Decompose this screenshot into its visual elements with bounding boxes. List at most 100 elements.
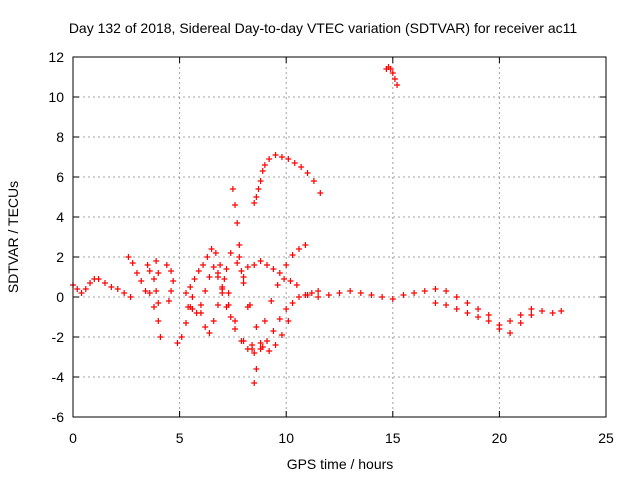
y-tick-label: 0 bbox=[56, 289, 64, 305]
data-point bbox=[464, 300, 471, 306]
data-point bbox=[78, 290, 85, 296]
series-s11 bbox=[229, 186, 243, 248]
data-point bbox=[234, 220, 241, 226]
data-point bbox=[206, 274, 213, 280]
y-axis-label: SDTVAR / TECUs bbox=[5, 181, 21, 293]
data-point bbox=[240, 280, 247, 286]
data-point bbox=[268, 298, 275, 304]
y-tick-label: 4 bbox=[56, 209, 64, 225]
data-point bbox=[155, 318, 162, 324]
data-point bbox=[165, 298, 172, 304]
chart-title: Day 132 of 2018, Sidereal Day-to-day VTE… bbox=[69, 20, 578, 36]
data-point bbox=[210, 264, 217, 270]
data-point bbox=[234, 260, 241, 266]
data-point bbox=[214, 274, 221, 280]
data-point bbox=[285, 156, 292, 162]
data-point bbox=[528, 306, 535, 312]
data-point bbox=[151, 304, 158, 310]
series-start bbox=[70, 276, 134, 300]
data-point bbox=[212, 250, 219, 256]
data-point bbox=[87, 280, 94, 286]
series-s9 bbox=[197, 250, 292, 354]
data-point bbox=[232, 318, 239, 324]
series-s2 bbox=[125, 254, 149, 294]
data-point bbox=[95, 276, 102, 282]
data-point bbox=[202, 288, 209, 294]
data-point bbox=[549, 310, 556, 316]
data-point bbox=[182, 320, 189, 326]
data-point bbox=[191, 276, 198, 282]
data-point bbox=[153, 288, 160, 294]
data-point bbox=[257, 258, 264, 264]
series-mid-lower bbox=[432, 300, 535, 336]
data-point bbox=[475, 314, 482, 320]
data-point bbox=[517, 312, 524, 318]
series-s13 bbox=[238, 242, 309, 276]
data-point bbox=[421, 288, 428, 294]
data-point bbox=[253, 194, 260, 200]
data-point bbox=[236, 254, 243, 260]
y-tick-label: -4 bbox=[52, 369, 65, 385]
data-point bbox=[200, 262, 207, 268]
data-point bbox=[304, 292, 311, 298]
data-point bbox=[295, 246, 302, 252]
data-point bbox=[74, 286, 81, 292]
x-tick-label: 0 bbox=[69, 430, 77, 446]
data-point bbox=[195, 268, 202, 274]
data-point bbox=[389, 296, 396, 302]
data-point bbox=[189, 294, 196, 300]
series-s6 bbox=[174, 294, 196, 346]
data-point bbox=[308, 290, 315, 296]
data-point bbox=[178, 334, 185, 340]
data-point bbox=[400, 292, 407, 298]
data-point bbox=[251, 262, 258, 268]
y-tick-labels: -6 -4 -2 0 2 4 6 8 10 12 bbox=[48, 49, 64, 425]
data-point bbox=[219, 290, 226, 296]
data-point bbox=[229, 186, 236, 192]
data-point bbox=[285, 318, 292, 324]
data-point bbox=[253, 324, 260, 330]
x-tick-label: 20 bbox=[492, 430, 508, 446]
grid-lines bbox=[73, 57, 606, 417]
data-point bbox=[146, 268, 153, 274]
data-point bbox=[197, 302, 204, 308]
data-point bbox=[202, 324, 209, 330]
data-point bbox=[206, 330, 213, 336]
data-point bbox=[240, 274, 247, 280]
data-point bbox=[251, 200, 258, 206]
data-point bbox=[266, 348, 273, 354]
data-point bbox=[114, 286, 121, 292]
data-point bbox=[270, 328, 277, 334]
data-point bbox=[244, 264, 251, 270]
data-point bbox=[283, 306, 290, 312]
data-point bbox=[163, 262, 170, 268]
data-point bbox=[214, 302, 221, 308]
data-point bbox=[368, 292, 375, 298]
data-point bbox=[168, 268, 175, 274]
data-point bbox=[146, 290, 153, 296]
data-point bbox=[108, 284, 115, 290]
data-point bbox=[133, 270, 140, 276]
data-point bbox=[174, 340, 181, 346]
data-point bbox=[227, 250, 234, 256]
data-point bbox=[528, 312, 535, 318]
data-point bbox=[293, 282, 300, 288]
data-point bbox=[394, 82, 401, 88]
data-point bbox=[155, 270, 162, 276]
data-point bbox=[325, 292, 332, 298]
data-point bbox=[336, 290, 343, 296]
data-point bbox=[266, 156, 273, 162]
data-point bbox=[295, 294, 302, 300]
data-point bbox=[432, 286, 439, 292]
data-point bbox=[168, 288, 175, 294]
data-point bbox=[157, 334, 164, 340]
data-point bbox=[379, 294, 386, 300]
data-point bbox=[278, 332, 285, 338]
y-tick-label: -6 bbox=[52, 409, 65, 425]
data-point bbox=[121, 290, 128, 296]
data-point bbox=[144, 262, 151, 268]
data-point bbox=[257, 346, 264, 352]
data-point bbox=[185, 304, 192, 310]
data-point bbox=[443, 302, 450, 308]
data-point bbox=[315, 294, 322, 300]
